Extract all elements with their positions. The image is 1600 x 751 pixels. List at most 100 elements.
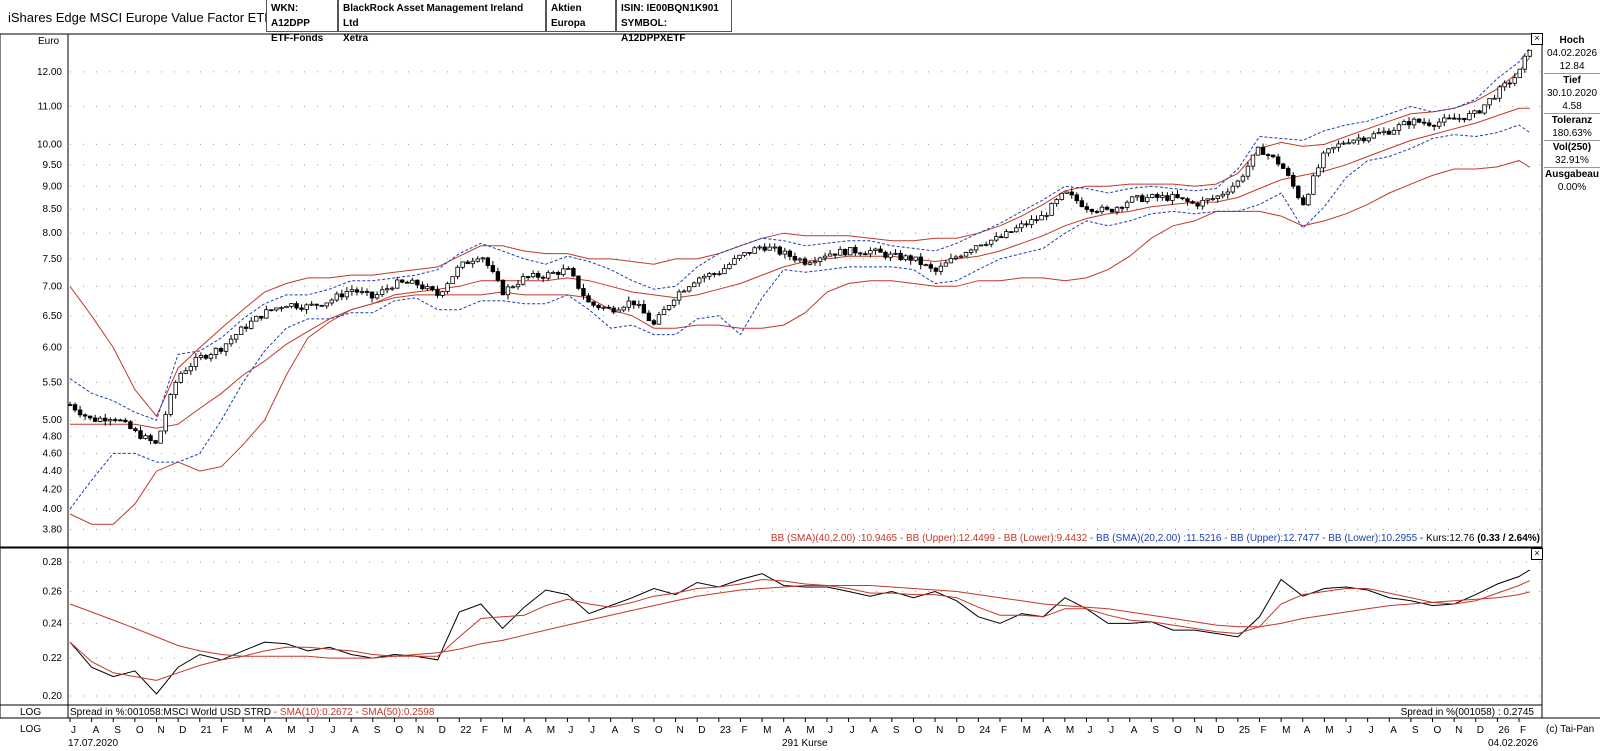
candle-body [435,289,440,296]
candle-body [284,305,289,309]
bb40-legend: BB (SMA)(40,2.00) :10.9465 - BB (Upper):… [770,533,1088,544]
candle-body [692,282,697,288]
candle-body [1155,194,1160,198]
candle-body [1351,139,1356,144]
wkn-cell: WKN: A12DPP ETF-Fonds [266,0,338,44]
candle-body [958,255,964,258]
candle-body [173,381,178,395]
bb20-upper-line [69,47,1531,421]
candle-body [490,265,496,272]
price-tick-label: 5.00 [43,415,63,426]
candle-body [661,309,667,316]
spread-tick-label: 0.26 [43,587,63,598]
candle-body [963,252,969,257]
candle-body [1442,117,1447,123]
x-tick-label: S [892,725,900,736]
spread-lines [69,569,1531,695]
candle-body [540,276,546,279]
log-label-upper: LOG [20,707,42,718]
candle-body [1235,180,1241,187]
side-panel: Hoch 04.02.2026 12.84 Tief 30.10.2020 4.… [1544,34,1600,194]
volatility-label: Vol(250) [1544,140,1600,154]
candle-body [108,419,113,422]
candle-body [928,264,934,269]
candle-body [274,307,279,311]
candle-body [218,348,224,352]
start-date: 17.07.2020 [68,738,119,749]
candle-body [777,246,782,255]
price-tick-label: 4.60 [43,448,63,459]
candle-body [379,289,385,295]
tolerance-value: 180.63% [1552,128,1592,139]
candle-body [505,286,511,296]
candle-body [259,315,264,319]
candle-body [1134,195,1140,198]
candle-body [1190,201,1195,204]
candle-body [410,279,415,284]
price-tick-label: 7.00 [43,281,63,292]
candle-body [1019,223,1024,229]
bb40-sma-line [70,107,1530,429]
candle-body [178,372,183,383]
candle-body [1396,124,1402,131]
candle-body [1039,215,1044,221]
candle-body [1109,208,1115,213]
candle-body [817,257,823,262]
copyright: (c) Tai-Pan [1546,724,1595,735]
candle-body [631,300,636,306]
x-tick-label: S [373,725,381,736]
x-tick-label: A [1044,725,1051,736]
x-tick-label: J [330,725,336,736]
candle-body [1457,117,1462,120]
x-tick-label: O [1433,725,1442,736]
spread-tick-label: 0.20 [43,691,63,702]
candle-body [299,307,304,310]
x-tick-label: J [849,725,855,736]
indicator-legend: BB (SMA)(40,2.00) :10.9465 - BB (Upper):… [700,533,1540,544]
price-tick-label: 8.00 [43,228,63,239]
candle-body [123,419,128,423]
candle-body [656,314,662,325]
candle-body [77,409,83,416]
candle-body [782,250,788,255]
candle-body [999,236,1004,239]
candle-body [1250,154,1256,167]
candle-body [893,252,898,255]
candle-body [601,306,606,309]
close-spread-panel-button[interactable]: × [1531,548,1543,560]
candle-body [1124,201,1130,208]
fee-label: Ausgabeau [1544,167,1600,180]
x-tick-label: F [1260,725,1267,736]
candle-body [1431,124,1437,127]
y-unit-label: Euro [38,36,60,47]
end-date: 04.02.2026 [1488,738,1539,749]
candle-body [1366,137,1371,142]
candle-body [1316,167,1321,177]
close-price-panel-button[interactable]: × [1531,33,1543,45]
quote-count: 291 Kurse [782,738,828,749]
x-tick-label: F [1000,725,1008,736]
candle-body [1094,211,1100,213]
candle-body [535,273,541,278]
wkn-text: WKN: A12DPP [271,3,310,29]
candle-body [566,268,571,270]
x-tick-label: N [417,725,425,736]
x-tick-label: J [827,725,833,736]
x-tick-label: J [568,725,574,736]
price-tick-label: 4.40 [43,466,63,477]
issuer-text: BlackRock Asset Management Ireland Ltd [343,3,524,29]
candle-body [978,244,984,247]
candle-body [812,261,818,264]
candle-body [510,286,516,289]
x-tick-label: S [1152,725,1160,736]
candle-body [742,251,747,256]
x-tick-label: M [1282,725,1291,736]
candle-body [1220,193,1225,197]
candle-body [797,258,803,261]
candle-body [228,338,234,345]
candle-body [1009,231,1014,233]
x-tick-label: N [1455,725,1463,736]
candle-body [596,304,601,309]
x-tick-label: 26 [1498,725,1510,736]
candle-body [72,404,78,411]
